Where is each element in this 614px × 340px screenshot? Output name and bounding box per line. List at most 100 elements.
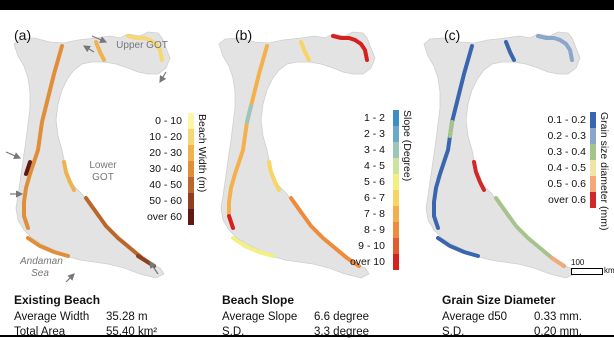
stats-value: 35.28 m [106,311,148,323]
coast-map [5,31,171,282]
coast-segment [231,236,275,258]
legend-class-label: 2 - 3 [363,128,385,140]
legend-class-label: over 0.6 [548,194,586,206]
stats-key: S.D. [222,326,245,338]
legend-class-label: 20 - 30 [149,147,182,159]
coast-segment [331,34,369,62]
legend-class-label: 4 - 5 [363,160,385,172]
legend-class-label: 10 - 20 [149,131,182,143]
arrow-icon [149,261,159,275]
legend-class-label: 8 - 9 [363,224,385,236]
stats-row: Total Area 55.40 km² [14,325,157,340]
legend-swatch [393,110,399,126]
panel-beach-slope: (b) 1 - 2 2 - 3 3 - 4 4 - 5 5 - 6 6 - 7 7 - 8 8… [205,12,413,338]
top-rule [0,0,614,10]
legend-class-label: 0.5 - 0.6 [547,178,586,190]
coast-map [218,31,376,279]
coast-segment [432,44,474,230]
coast-segment [436,236,480,258]
legend-swatch [393,222,399,238]
coast-segment [227,214,235,230]
stats-title: Existing Beach [14,293,101,307]
coast-segment [289,196,361,268]
legend-class-label: 6 - 7 [363,192,385,204]
coast-segment [536,34,574,62]
stats-value: 0.20 mm. [534,326,582,338]
legend-class-label: 50 - 60 [149,195,182,207]
legend-title: Grain size diameter (mm) [598,112,610,231]
coast-segment [94,40,106,62]
legend-swatch [393,126,399,142]
arrow-icon [65,273,75,282]
stats-key: Average d50 [442,311,508,323]
legend-swatch [393,174,399,190]
legend-class-label: 1 - 2 [363,112,385,124]
legend-class-label: 0.2 - 0.3 [547,130,586,142]
legend-class-label: 9 - 10 [358,240,385,252]
stats-key: S.D. [442,326,465,338]
legend-swatch [393,254,399,270]
legend-swatch [393,238,399,254]
legend-class-label: 0 - 10 [155,115,182,127]
legend-class-label: 0.4 - 0.5 [547,162,586,174]
legend-swatch [590,144,596,160]
legend-swatch [188,161,194,177]
legend-color-bar [188,113,194,225]
stats-block: Existing Beach Average Width 35.28 m Tota… [14,293,157,340]
legend: 0 - 10 10 - 20 20 - 30 30 - 40 40 - 50 50 - 6… [120,113,182,225]
stats-block: Beach Slope Average Slope 6.6 degree S.D.… [222,293,369,340]
legend-class-label: 30 - 40 [149,163,182,175]
stats-row: S.D. 0.20 mm. [442,325,582,340]
coast-segment [245,104,253,124]
legend-swatch [393,142,399,158]
legend-swatch [188,193,194,209]
stats-title: Beach Slope [222,293,295,307]
stats-value: 0.33 mm. [534,311,582,323]
stats-title: Grain Size Diameter [442,293,556,307]
legend-swatch [188,177,194,193]
stats-block: Grain Size Diameter Average d50 0.33 mm. … [442,293,582,340]
scale-value: 100 [571,258,585,267]
coast-segment [126,34,164,62]
arrow-icon [5,151,22,159]
legend-swatch [590,192,596,208]
coast-segment [472,160,486,192]
legend: 1 - 2 2 - 3 3 - 4 4 - 5 5 - 6 6 - 7 7 - 8 8 - 9… [335,110,385,270]
legend-class-label: 40 - 50 [149,179,182,191]
panel-label: (b) [235,27,253,43]
coast-segment [267,160,281,192]
stats-row: S.D. 3.3 degree [222,325,369,340]
stats-row: Average Slope 6.6 degree [222,310,369,325]
bottom-rule [0,335,614,337]
stats-value: 6.6 degree [314,311,369,323]
legend-swatch [590,128,596,144]
legend-swatch [393,206,399,222]
legend-swatch [188,129,194,145]
coast-segment [62,160,76,192]
legend-class-label: over 10 [349,256,385,268]
lower-got-label: Lower GOT [89,160,117,183]
legend-class-label: 3 - 4 [363,144,385,156]
scale-unit: km [604,266,614,275]
coast-segment [550,256,566,268]
panel-label: (a) [14,27,32,43]
legend-class-label: over 60 [146,211,182,223]
coast-segment [504,40,516,62]
coast-segment [448,120,454,138]
coast-segment [22,44,64,230]
legend-swatch [393,158,399,174]
legend: 0.1 - 0.2 0.2 - 0.3 0.3 - 0.4 0.4 - 0.5 0.5 … [528,112,586,208]
coast-segment [299,40,311,62]
legend-swatch [188,145,194,161]
panel-label: (c) [444,27,461,43]
coast-segment [26,236,70,258]
legend-color-bar [590,112,596,208]
legend-swatch [590,160,596,176]
stats-value: 55.40 km² [106,326,158,338]
legend-title: Slope (Degree) [401,110,413,182]
legend-swatch [188,113,194,129]
arrow-icon [82,45,95,53]
legend-swatch [590,176,596,192]
panel-grain-size: (c) 0.1 - 0.2 0.2 - 0.3 0.3 - 0.4 0.4 - 0.5… [410,12,614,338]
legend-swatch [590,112,596,128]
